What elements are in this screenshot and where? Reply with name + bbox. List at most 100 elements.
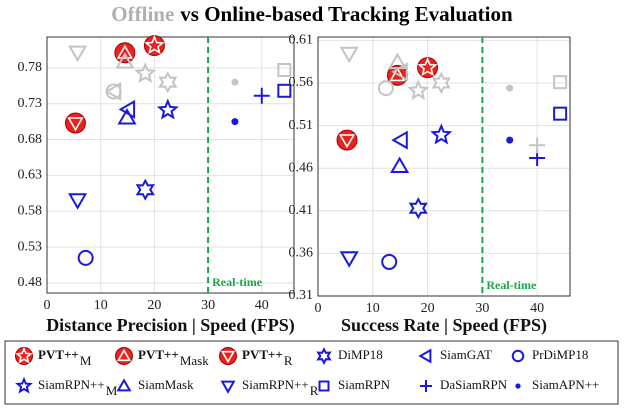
marker-shape [511,349,525,363]
marker-shape [418,348,432,364]
data-point [143,34,165,57]
data-point [277,83,292,98]
legend-entry: SiamRPN++ M [15,376,118,398]
marker-shape [231,78,239,86]
legend-label: PVT++ [38,347,79,362]
y-tick-label: 0.51 [289,118,314,133]
data-point [407,79,430,101]
data-point [115,52,135,69]
x-tick-label: 40 [530,301,544,316]
data-point [336,129,358,151]
threshold-label: Real-time [486,278,537,292]
x-axis-label: Success Rate | Speed (FPS) [341,315,547,336]
marker-shape [117,108,137,125]
marker-inner [15,346,33,364]
legend-subscript: R [284,353,293,368]
marker-shape [231,118,239,126]
legend-entry: PVT++ Mask [115,347,209,368]
marker-shape [277,83,292,98]
marker-shape [156,98,179,120]
x-tick-label: 20 [421,301,435,316]
data-point [391,130,408,150]
y-tick-label: 0.48 [18,275,43,290]
legend-subscript: R [310,383,319,398]
x-tick-label: 30 [201,298,215,313]
y-tick-label: 0.68 [18,132,43,147]
marker-inner [67,117,84,132]
y-tick-label: 0.56 [289,75,314,90]
legend-subscript: M [80,353,92,368]
legend-entry: PVT++ M [15,346,92,368]
data-point [387,52,407,70]
marker-shape [15,376,33,394]
legend-entry: SiamMask [116,377,194,392]
marker-shape [377,80,394,97]
y-tick-label: 0.53 [18,239,43,254]
legend-entry: DiMP18 [316,347,383,365]
marker-shape [387,52,407,70]
legend-entry: PrDiMP18 [511,347,588,363]
data-point [431,71,451,95]
data-point [430,123,453,145]
marker-inner [338,134,356,149]
legend-entry: DaSiamRPN [420,377,508,392]
marker-inner [116,44,133,59]
y-tick-label: 0.78 [18,60,43,75]
marker-shape [316,347,332,365]
legend-subscript: Mask [180,353,209,368]
legend-entry: SiamRPN [318,377,391,392]
data-point [231,118,239,126]
marker-shape [420,380,432,392]
y-tick-label: 0.46 [289,160,314,175]
marker-inner [116,348,132,362]
data-point [506,136,514,144]
data-point [417,57,439,79]
y-tick-label: 0.73 [18,96,43,111]
marker-shape [390,156,410,173]
data-point [64,112,86,134]
data-point [156,98,179,120]
legend-entry: SiamRPN++ R [220,377,319,398]
x-tick-label: 10 [94,298,108,313]
legend-label: SiamRPN++ [242,377,309,392]
marker-shape [118,99,136,119]
x-tick-label: 0 [44,298,51,313]
marker-shape [105,83,122,100]
data-point [339,251,359,268]
data-point [529,137,546,154]
y-tick-label: 0.41 [289,203,314,218]
data-point [117,108,137,125]
data-point [277,62,292,77]
marker-shape [134,61,157,84]
x-axis-label: Distance Precision | Speed (FPS) [46,315,295,336]
y-tick-label: 0.58 [18,203,43,218]
legend-entry: PVT++ R [219,347,293,368]
data-point [105,83,122,100]
marker-shape [158,71,178,94]
marker-shape [515,383,521,389]
x-tick-label: 0 [315,301,322,316]
marker-shape [115,52,135,69]
marker-shape [318,380,330,392]
marker-shape [506,84,514,92]
marker-inner [220,350,236,364]
legend-entry: SiamGAT [418,347,492,364]
plot-frame [46,36,295,294]
marker-shape [430,123,453,145]
marker-shape [506,136,514,144]
title-rest: vs Online-based Tracking Evaluation [180,2,513,26]
data-point [253,87,270,104]
data-point [381,253,398,270]
legend-label: SiamMask [138,377,194,392]
legend-entry: SiamAPN++ [515,377,599,392]
data-point [77,249,94,266]
marker-inner [389,67,406,82]
marker-shape [135,178,155,201]
y-tick-label: 0.31 [289,288,314,303]
data-point [553,75,568,90]
marker-shape [77,249,94,266]
data-point [553,106,568,121]
marker-shape [381,253,398,270]
data-point [231,78,239,86]
